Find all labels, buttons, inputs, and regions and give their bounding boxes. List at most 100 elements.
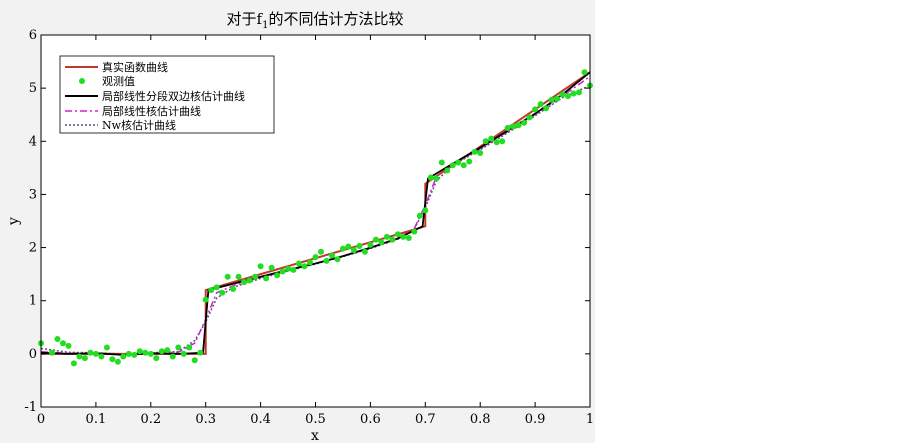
observation-point bbox=[526, 114, 533, 121]
observation-point bbox=[471, 148, 478, 155]
observation-point bbox=[103, 344, 110, 351]
observation-point bbox=[180, 350, 187, 357]
observation-point bbox=[532, 106, 539, 113]
observation-point bbox=[383, 233, 390, 240]
x-tick-label: 0.6 bbox=[360, 412, 381, 427]
legend-label-true: 真实函数曲线 bbox=[102, 60, 168, 74]
observation-point bbox=[252, 273, 259, 280]
observation-point bbox=[279, 268, 286, 275]
observation-point bbox=[350, 247, 357, 254]
x-tick-label: 0.1 bbox=[86, 412, 107, 427]
observation-point bbox=[290, 266, 297, 273]
observation-point bbox=[389, 236, 396, 243]
observation-point bbox=[504, 125, 511, 131]
x-tick-label: 0.8 bbox=[470, 412, 491, 427]
observation-point bbox=[372, 236, 379, 243]
observation-point bbox=[257, 263, 264, 270]
observation-point bbox=[197, 349, 204, 356]
observation-point bbox=[521, 119, 528, 126]
observation-point bbox=[499, 138, 506, 145]
observation-point bbox=[433, 175, 440, 182]
observation-point bbox=[131, 351, 138, 358]
observation-point bbox=[356, 243, 363, 249]
observation-point bbox=[537, 101, 544, 108]
observation-point bbox=[427, 174, 434, 181]
legend: 真实函数曲线 观测值 局部线性分段双边核估计曲线 局部线性核估计曲线 Nw核估计… bbox=[59, 55, 275, 134]
y-tick-label: 3 bbox=[29, 187, 37, 202]
legend-label-piecewise: 局部线性分段双边核估计曲线 bbox=[102, 89, 245, 103]
x-tick-label: 0.7 bbox=[415, 412, 436, 427]
chart-title-rest: 的不同估计方法比较 bbox=[268, 10, 403, 28]
observation-point bbox=[466, 158, 473, 165]
observation-point bbox=[81, 355, 88, 362]
x-tick-label: 0.3 bbox=[195, 412, 216, 427]
observation-point bbox=[224, 273, 231, 280]
legend-label-nw: Nw核估计曲线 bbox=[102, 118, 176, 132]
observation-point bbox=[493, 139, 500, 146]
observation-point bbox=[548, 96, 555, 103]
observation-point bbox=[65, 342, 72, 349]
observation-point bbox=[285, 265, 292, 272]
observation-point bbox=[87, 349, 94, 356]
observation-point bbox=[405, 235, 412, 241]
observation-point bbox=[543, 105, 550, 112]
x-tick-label: 1 bbox=[586, 412, 594, 427]
observation-point bbox=[147, 350, 154, 357]
observation-point bbox=[482, 138, 489, 145]
observation-points bbox=[38, 69, 593, 367]
observation-point bbox=[581, 69, 588, 76]
observation-point bbox=[565, 93, 571, 100]
observation-point bbox=[219, 289, 226, 296]
observation-point bbox=[241, 279, 248, 286]
observation-point bbox=[169, 353, 176, 360]
observation-point bbox=[477, 150, 484, 156]
observation-point bbox=[164, 347, 171, 354]
observation-point bbox=[323, 257, 330, 264]
observation-point bbox=[576, 89, 582, 96]
x-axis-label: x bbox=[311, 428, 319, 443]
observation-point bbox=[570, 90, 577, 97]
observation-point bbox=[213, 284, 220, 291]
observation-point bbox=[318, 248, 324, 255]
observation-point bbox=[400, 233, 407, 240]
observation-point bbox=[158, 348, 165, 355]
observation-point bbox=[49, 349, 55, 356]
y-tick-label: 4 bbox=[29, 134, 37, 149]
observation-point bbox=[416, 212, 423, 219]
legend-label-observed: 观测值 bbox=[102, 75, 135, 88]
observation-point bbox=[455, 159, 462, 166]
observation-point bbox=[125, 350, 132, 357]
observation-point bbox=[367, 241, 374, 248]
observation-point bbox=[488, 135, 495, 142]
observation-point bbox=[109, 356, 116, 363]
observation-point bbox=[114, 358, 121, 365]
observation-point bbox=[411, 228, 418, 235]
x-tick-label: 0.5 bbox=[305, 412, 326, 427]
observation-point bbox=[202, 296, 209, 303]
legend-label-local: 局部线性核估计曲线 bbox=[102, 104, 201, 118]
series-line-piecewise bbox=[40, 71, 591, 356]
observation-point bbox=[345, 243, 352, 250]
observation-point bbox=[175, 344, 182, 351]
observation-point bbox=[92, 350, 99, 357]
observation-point bbox=[444, 167, 451, 174]
observation-point bbox=[301, 263, 308, 270]
observation-point bbox=[136, 348, 143, 355]
observation-point bbox=[235, 273, 242, 280]
observation-point bbox=[120, 353, 127, 360]
observation-point bbox=[361, 248, 368, 255]
observation-point bbox=[76, 353, 83, 360]
observation-point bbox=[554, 95, 561, 102]
y-tick-label: 6 bbox=[29, 28, 37, 43]
observation-point bbox=[230, 286, 237, 292]
x-tick-label: 0.2 bbox=[140, 412, 161, 427]
observation-point bbox=[307, 259, 313, 266]
observation-point bbox=[515, 122, 522, 129]
observation-point bbox=[394, 231, 401, 238]
observation-point bbox=[60, 340, 66, 347]
observation-point bbox=[296, 260, 302, 267]
observation-point bbox=[274, 272, 281, 279]
observation-point bbox=[438, 159, 445, 166]
